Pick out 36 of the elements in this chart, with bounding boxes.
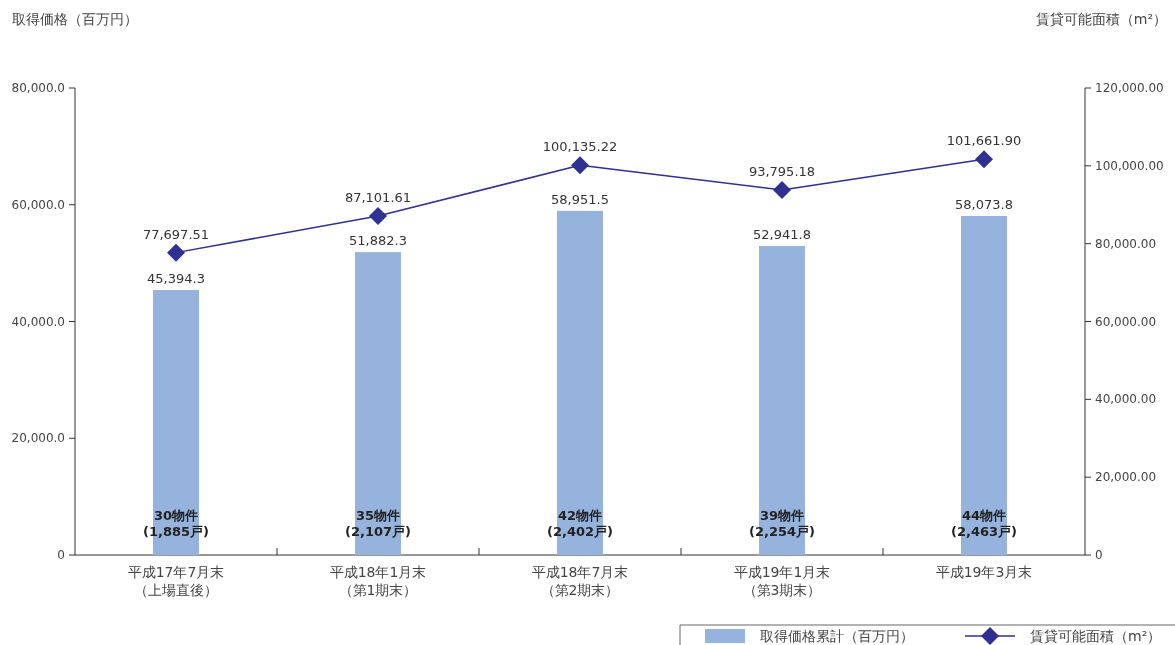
y2-tick-label: 40,000.00	[1095, 392, 1157, 407]
y-tick-label: 20,000.0	[11, 431, 65, 446]
data-label: 93,795.18	[748, 163, 816, 179]
y2-tick-label: 0	[1095, 548, 1103, 562]
y2-tick-label: 60,000.00	[1095, 314, 1157, 329]
data-label: 77,697.51	[142, 226, 210, 242]
data-label: 45,394.3	[147, 271, 205, 287]
x-tick-label: 平成19年3月末	[935, 564, 1033, 580]
legend-label: 取得価格累計（百万円）	[760, 628, 914, 644]
y-tick-label: 80,000.0	[11, 81, 65, 95]
y-tick-label: 40,000.0	[11, 314, 65, 329]
data-label: 58,073.8	[955, 196, 1013, 212]
x-tick-label: 平成17年7月末（上場直後）	[127, 564, 225, 598]
y-tick-label: 0	[57, 548, 65, 562]
point	[167, 243, 185, 262]
x-tick-label: 平成18年1月末（第1期末）	[329, 564, 427, 598]
y2-axis-title: 賃貸可能面積（m²）	[1035, 11, 1167, 27]
y2-tick-label: 100,000.00	[1095, 158, 1164, 173]
point	[773, 180, 791, 199]
y2-tick-label: 80,000.00	[1095, 236, 1157, 251]
point	[975, 150, 993, 169]
x-tick-label: 平成19年1月末（第3期末）	[733, 564, 831, 598]
y2-tick-label: 20,000.00	[1095, 470, 1157, 485]
y-tick-label: 60,000.0	[11, 197, 65, 212]
data-label: 52,941.8	[753, 226, 811, 242]
data-label: 51,882.3	[349, 233, 407, 249]
legend-label: 賃貸可能面積（m²）	[1030, 628, 1162, 644]
point	[369, 207, 387, 226]
y2-tick-label: 120,000.00	[1095, 81, 1164, 95]
data-label: 87,101.61	[344, 190, 412, 206]
y-axis-title: 取得価格（百万円）	[12, 11, 138, 27]
data-label: 101,661.90	[946, 133, 1022, 149]
x-tick-label: 平成18年7月末（第2期末）	[531, 564, 629, 598]
data-label: 100,135.22	[542, 139, 618, 155]
data-label: 58,951.5	[551, 191, 609, 207]
point	[571, 156, 589, 175]
